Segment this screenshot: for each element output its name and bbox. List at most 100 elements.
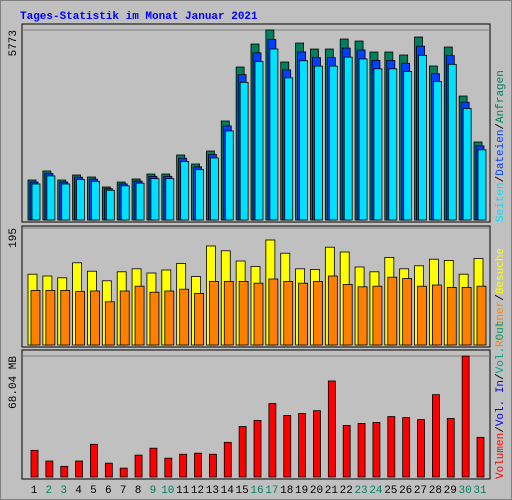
bar [447, 63, 457, 221]
bar [209, 157, 219, 221]
bar [105, 189, 115, 221]
bar [372, 285, 383, 346]
y-tick-label: 5773 [8, 30, 20, 56]
x-tick-label: 22 [340, 485, 353, 497]
legend: Seiten/Dateien/Anfragen [495, 70, 507, 222]
bar [327, 275, 338, 346]
bar [358, 58, 368, 221]
legend-entry: Rechner [495, 301, 507, 347]
bar [45, 289, 56, 346]
bar [373, 68, 383, 221]
legend-entry: Dateien [495, 130, 507, 176]
bar [402, 277, 413, 346]
bar [194, 452, 202, 478]
bar [60, 465, 69, 478]
bar [418, 54, 427, 221]
bar [387, 276, 398, 346]
bar [268, 278, 279, 346]
bar [268, 403, 277, 478]
chart-title: Tages-Statistik im Monat Januar 2021 [20, 11, 258, 23]
bar [314, 65, 323, 221]
bar [179, 453, 188, 478]
legend-separator: / [495, 294, 507, 301]
bar [313, 410, 321, 478]
x-tick-label: 6 [105, 485, 112, 497]
x-tick-label: 1 [31, 485, 38, 497]
x-tick-label: 11 [176, 485, 190, 497]
bar [239, 81, 249, 221]
bar [298, 413, 307, 478]
bar [164, 290, 175, 346]
bar [149, 447, 158, 478]
x-tick-label: 4 [75, 485, 82, 497]
bar [299, 60, 309, 221]
bar [104, 462, 113, 478]
x-tick-label: 2 [46, 485, 53, 497]
bar [91, 180, 100, 221]
bar [76, 179, 85, 221]
x-tick-label: 3 [60, 485, 67, 497]
legend-separator: / [495, 123, 507, 130]
x-tick-label: 13 [206, 485, 219, 497]
bar [149, 291, 160, 346]
bar [432, 81, 442, 221]
bar [431, 394, 440, 478]
x-tick-label: 19 [295, 485, 308, 497]
bar [90, 290, 100, 346]
bar [224, 130, 234, 221]
x-tick-label: 21 [325, 485, 339, 497]
x-tick-label: 12 [191, 485, 204, 497]
bar [223, 441, 232, 478]
x-tick-label: 18 [280, 485, 293, 497]
bar [195, 169, 204, 221]
bar [342, 283, 353, 346]
bar [298, 282, 309, 346]
x-tick-label: 26 [399, 485, 412, 497]
bar [75, 460, 83, 478]
bar [462, 108, 472, 221]
bar [372, 422, 381, 478]
x-tick-label: 14 [221, 485, 235, 497]
bar [238, 280, 249, 346]
x-tick-label: 17 [265, 485, 278, 497]
bar [135, 182, 145, 221]
bar [342, 425, 351, 478]
bar [134, 454, 143, 478]
bar [417, 285, 427, 346]
bar [164, 457, 173, 478]
bar [431, 284, 442, 346]
bar [208, 453, 217, 478]
bar [357, 423, 366, 478]
bar [476, 285, 487, 346]
x-tick-label: 23 [354, 485, 367, 497]
bar [446, 286, 457, 346]
x-tick-label: 10 [161, 485, 174, 497]
bar [150, 178, 160, 221]
bar [327, 380, 336, 478]
y-tick-label: 195 [8, 228, 20, 248]
bar [387, 416, 396, 478]
legend: Volumen/Vol. In/Vol. Out [495, 321, 507, 479]
x-tick-label: 16 [250, 485, 263, 497]
bar [30, 449, 39, 478]
legend-separator: / [495, 176, 507, 183]
bar [30, 289, 41, 346]
bar [417, 419, 425, 478]
x-tick-label: 8 [135, 485, 142, 497]
bar [119, 290, 130, 346]
legend-entry: Vol. In [495, 380, 507, 426]
bar [45, 460, 54, 478]
bar [461, 286, 472, 346]
bar [461, 355, 470, 478]
bar [180, 161, 190, 221]
bar [253, 420, 262, 478]
bar [120, 185, 130, 221]
legend-entry: Besuche [495, 248, 507, 294]
x-tick-label: 27 [414, 485, 427, 497]
x-tick-label: 31 [473, 485, 487, 497]
legend-entry: Vol. Out [495, 321, 507, 374]
bar [313, 280, 323, 346]
bar [283, 280, 294, 346]
legend-separator: / [495, 373, 507, 380]
bar [253, 282, 264, 346]
